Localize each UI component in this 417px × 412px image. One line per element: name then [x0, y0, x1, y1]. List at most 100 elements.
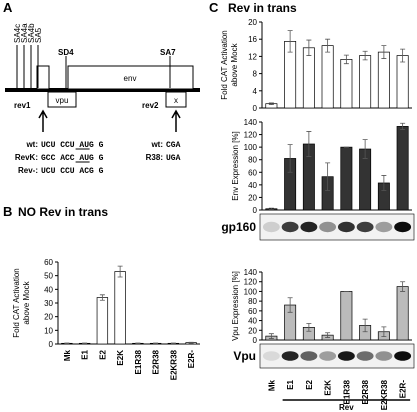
error-bar — [153, 342, 159, 344]
bar — [96, 297, 109, 345]
y-tick-label: 12 — [248, 52, 257, 61]
splice-site: SA4a — [20, 23, 29, 43]
error-bar — [325, 332, 331, 338]
error-bar — [362, 139, 368, 159]
y-axis-label: Env Expression [%] — [231, 131, 240, 200]
x-tick-label: E2KR38 — [380, 379, 389, 410]
exon-label: rev2 — [142, 101, 159, 110]
y-tick-label: 8 — [253, 70, 258, 79]
error-bar — [381, 326, 387, 337]
error-bar — [268, 333, 274, 339]
bar — [321, 45, 334, 109]
splice-site: SD4 — [58, 48, 74, 57]
seq-name: Rev-: — [18, 166, 38, 175]
y-tick-label: 0 — [253, 336, 258, 345]
y-tick-label: 10 — [44, 326, 53, 335]
error-bar — [188, 341, 194, 344]
chart-title: NO Rev in trans — [18, 205, 108, 219]
y-tick-label: 80 — [248, 297, 257, 306]
chart-title: Rev in trans — [228, 1, 297, 15]
blot-label: Vpu — [233, 349, 256, 363]
y-tick-label: 50 — [44, 272, 53, 281]
y-tick-label: 60 — [248, 307, 257, 316]
blot-band — [375, 351, 393, 361]
vpu-box — [47, 91, 77, 108]
error-bar — [99, 294, 105, 301]
seq-name: RevK: — [15, 153, 38, 162]
splice-site: SA5 — [34, 27, 43, 43]
blot-band — [337, 351, 355, 361]
y-tick-label: 20 — [248, 18, 257, 27]
blot-band — [281, 221, 299, 233]
group-label: Rev — [339, 403, 354, 412]
seq-name: wt: — [150, 140, 163, 149]
y-tick-label: 40 — [248, 181, 257, 190]
splice-site: SA4c — [13, 24, 22, 43]
y-tick-label: 20 — [44, 313, 53, 322]
bar — [340, 146, 353, 211]
error-bar — [135, 342, 141, 344]
blot-label: gp160 — [221, 220, 256, 234]
blot-band — [281, 351, 299, 361]
bar — [302, 47, 315, 109]
bar — [340, 59, 353, 109]
x-tick-label: E1 — [81, 349, 90, 359]
x-tick-label: E1R38 — [342, 379, 351, 404]
blot-band — [356, 221, 374, 233]
x-tick-label: Mk — [267, 379, 276, 391]
sequence: UCU CCU ACG G — [41, 167, 104, 176]
error-bar — [400, 48, 406, 63]
y-tick-label: 120 — [244, 278, 258, 287]
error-bar — [381, 175, 387, 191]
y-tick-label: 80 — [248, 156, 257, 165]
y-axis-label: Fold CAT Activation — [12, 268, 21, 338]
y-tick-label: 0 — [49, 340, 54, 349]
x-tick-label: Mk — [63, 349, 72, 361]
y-axis-label: above Mock — [22, 280, 31, 324]
blot-band — [394, 221, 412, 233]
error-bar — [268, 102, 274, 105]
y-tick-label: 40 — [248, 317, 257, 326]
error-bar — [325, 38, 331, 53]
error-bar — [117, 265, 123, 278]
x-tick-label: E2K — [116, 350, 125, 366]
error-bar — [306, 323, 312, 332]
arrow — [38, 109, 48, 132]
y-tick-label: 60 — [44, 258, 53, 267]
arrow — [171, 109, 181, 132]
y-axis-label: above Mock — [230, 42, 239, 86]
blot-band — [319, 221, 337, 233]
y-tick-label: 20 — [248, 326, 257, 335]
sequence: GCC ACC AUG G — [41, 154, 104, 163]
blot-band — [319, 351, 337, 361]
error-bar — [362, 50, 368, 61]
error-bar — [343, 54, 349, 65]
panel-label: C — [209, 0, 219, 15]
blot-band — [262, 351, 280, 361]
error-bar — [306, 39, 312, 56]
rev1-box — [36, 65, 50, 90]
exon-label: rev1 — [14, 101, 31, 110]
error-bar — [268, 207, 274, 210]
error-bar — [400, 122, 406, 130]
sequence: UCU CCU AUG G — [41, 141, 104, 150]
error-bar — [325, 162, 331, 191]
y-tick-label: 20 — [248, 193, 257, 202]
splice-site: SA7 — [160, 48, 176, 57]
x-tick-label: E2R38 — [152, 349, 161, 374]
orf-label: vpu — [56, 96, 69, 105]
y-tick-label: 30 — [44, 299, 53, 308]
y-tick-label: 140 — [244, 118, 258, 127]
blot-band — [300, 351, 318, 361]
x-tick-label: E1 — [286, 379, 295, 389]
x-tick-label: E2KR38 — [169, 349, 178, 380]
x-tick-label: E2K — [324, 380, 333, 396]
bar — [396, 126, 409, 211]
bar — [340, 291, 353, 341]
x-tick-label: E1R38 — [134, 349, 143, 374]
rev2-box — [165, 91, 187, 108]
env-box — [67, 65, 194, 90]
sequence: CGA — [166, 141, 181, 150]
bar — [114, 271, 126, 345]
seq-name: R38: — [146, 153, 163, 162]
